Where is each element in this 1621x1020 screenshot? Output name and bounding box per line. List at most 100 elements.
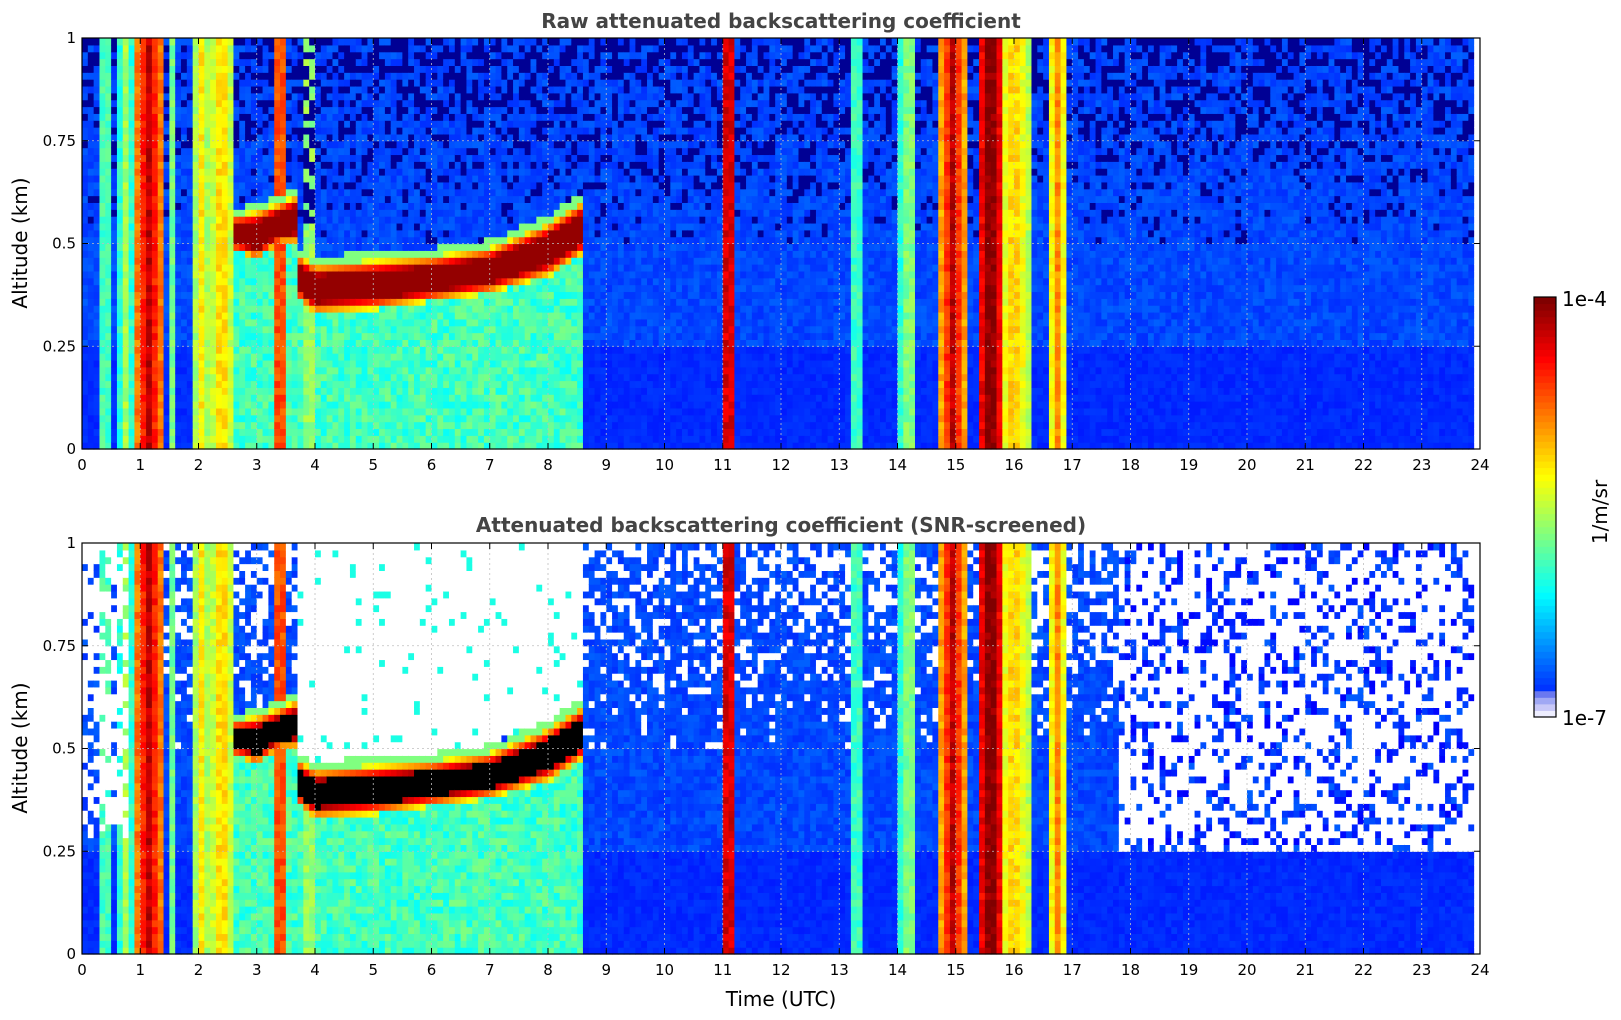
heatmap-cell (501, 387, 508, 395)
heatmap-cell (326, 312, 334, 320)
heatmap-cell (262, 373, 269, 382)
heatmap-cell (344, 401, 351, 409)
heatmap-cell (227, 250, 235, 258)
heatmap-cell (501, 58, 508, 66)
heatmap-cell (215, 216, 223, 224)
heatmap-cell (402, 442, 409, 450)
heatmap-cell (489, 181, 497, 190)
heatmap-cell (524, 202, 532, 210)
heatmap-cell (518, 284, 526, 293)
heatmap-cell (140, 305, 147, 313)
heatmap-cell (280, 216, 287, 224)
heatmap-cell (315, 195, 322, 203)
heatmap-cell (367, 113, 374, 121)
heatmap-cell (245, 442, 252, 450)
heatmap-cell (181, 229, 188, 238)
heatmap-cell (454, 79, 462, 87)
heatmap-cell (454, 325, 462, 334)
heatmap-cell (513, 229, 520, 238)
heatmap-cell (239, 270, 246, 279)
heatmap-cell (116, 312, 124, 320)
heatmap-cell (210, 442, 217, 450)
heatmap-cell (472, 298, 479, 306)
heatmap-cell (437, 229, 444, 238)
heatmap-cell (408, 58, 415, 66)
heatmap-cell (186, 387, 194, 395)
heatmap-cell (105, 414, 112, 423)
heatmap-cell (431, 65, 438, 73)
heatmap-cell (291, 202, 299, 210)
heatmap-cell (192, 387, 200, 395)
heatmap-cell (565, 380, 572, 388)
heatmap-cell (186, 38, 194, 46)
heatmap-cell (437, 188, 444, 197)
heatmap-cell (367, 359, 374, 368)
heatmap-cell (198, 168, 205, 176)
heatmap-cell (338, 65, 345, 73)
heatmap-cell (256, 414, 264, 423)
heatmap-cell (349, 92, 357, 101)
heatmap-cell (396, 353, 403, 361)
heatmap-cell (157, 106, 165, 114)
heatmap-cell (82, 325, 89, 334)
heatmap-cell (163, 161, 170, 169)
heatmap-cell (285, 394, 293, 402)
heatmap-cell (297, 120, 304, 128)
heatmap-cell (215, 270, 223, 279)
heatmap-cell (466, 270, 473, 279)
heatmap-cell (105, 188, 112, 197)
heatmap-cell (280, 140, 287, 149)
heatmap-cell (518, 359, 526, 368)
heatmap-cell (448, 387, 456, 395)
heatmap-cell (460, 79, 468, 87)
heatmap-cell (548, 401, 555, 409)
heatmap-cell (419, 99, 427, 108)
heatmap-cell (233, 92, 240, 101)
heatmap-cell (93, 325, 101, 334)
heatmap-cell (280, 291, 287, 299)
heatmap-cell (408, 243, 415, 251)
heatmap-cell (553, 140, 561, 149)
heatmap-cell (443, 318, 450, 327)
heatmap-cell (105, 339, 112, 347)
heatmap-cell (536, 65, 543, 73)
heatmap-cell (128, 120, 136, 128)
heatmap-cell (513, 407, 520, 416)
heatmap-cell (198, 339, 205, 347)
heatmap-cell (192, 332, 200, 340)
heatmap-cell (309, 92, 316, 101)
heatmap-cell (245, 380, 252, 388)
heatmap-cell (443, 435, 450, 443)
heatmap-cell (163, 181, 170, 190)
heatmap-cell (513, 58, 520, 66)
heatmap-cell (303, 407, 310, 416)
heatmap-cell (157, 264, 165, 272)
heatmap-cell (489, 428, 497, 436)
heatmap-cell (483, 209, 491, 217)
heatmap-cell (536, 106, 543, 114)
heatmap-cell (309, 133, 316, 142)
heatmap-cell (536, 346, 543, 354)
heatmap-cell (122, 250, 130, 258)
heatmap-cell (122, 428, 130, 436)
heatmap-cell (495, 44, 502, 53)
heatmap-cell (297, 222, 304, 231)
heatmap-cell (169, 428, 176, 436)
heatmap-cell (437, 277, 444, 286)
heatmap-cell (250, 277, 258, 286)
heatmap-cell (379, 243, 386, 251)
heatmap-cell (355, 79, 363, 87)
heatmap-cell (215, 72, 223, 80)
heatmap-cell (326, 209, 334, 217)
heatmap-cell (181, 353, 188, 361)
heatmap-cell (384, 65, 392, 73)
heatmap-cell (425, 428, 433, 436)
heatmap-cell (163, 44, 170, 53)
heatmap-cell (245, 270, 252, 279)
heatmap-cell (315, 99, 322, 108)
heatmap-cell (215, 181, 223, 190)
heatmap-cell (355, 401, 363, 409)
heatmap-cell (268, 92, 275, 101)
heatmap-cell (530, 421, 537, 430)
heatmap-cell (163, 435, 170, 443)
